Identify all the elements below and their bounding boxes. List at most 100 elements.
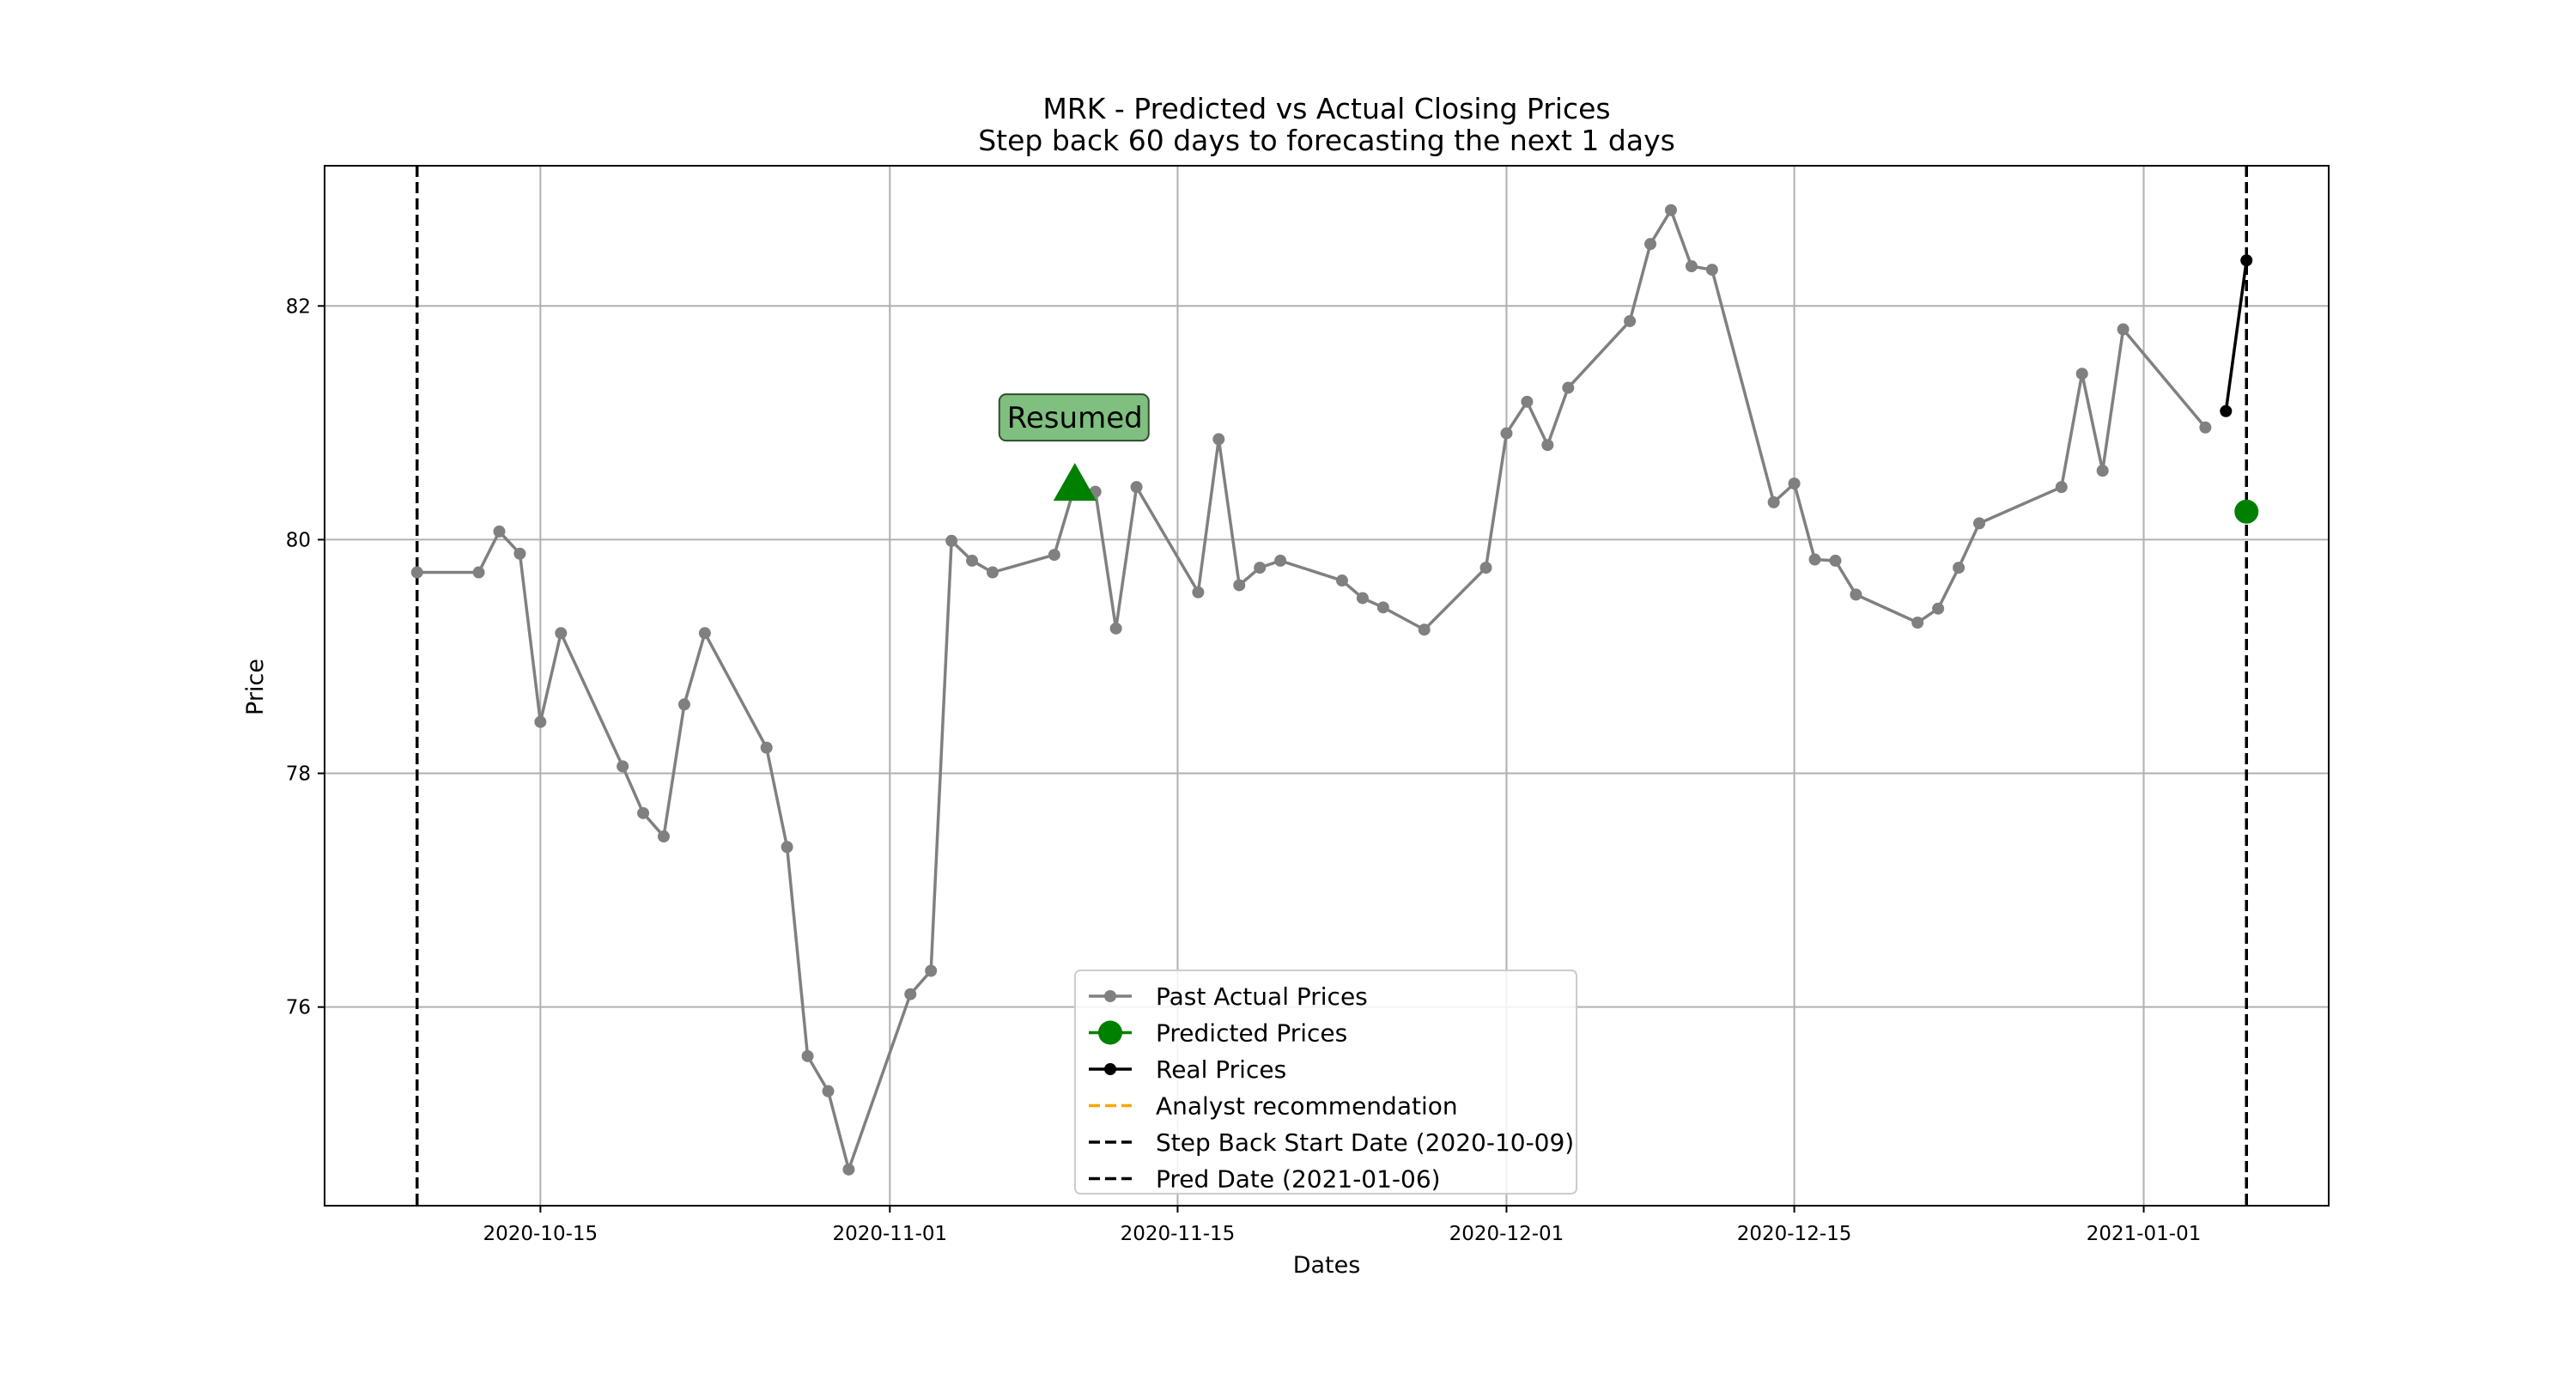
data-point — [1109, 622, 1122, 635]
chart-subtitle: Step back 60 days to forecasting the nex… — [978, 124, 1675, 157]
data-point — [987, 566, 999, 579]
data-point — [2220, 404, 2233, 417]
legend-label: Analyst recommendation — [1156, 1092, 1458, 1121]
y-tick-label: 78 — [286, 763, 311, 786]
data-point — [1664, 204, 1677, 216]
legend: Past Actual Prices Predicted Prices Real P… — [1074, 970, 1577, 1195]
data-point — [617, 760, 629, 773]
y-tick-label: 82 — [286, 295, 311, 318]
data-point — [1953, 562, 1965, 575]
data-point — [1233, 579, 1246, 592]
data-point — [822, 1085, 835, 1097]
annotation-triangle-marker — [1053, 463, 1097, 502]
data-point — [1048, 549, 1060, 562]
annotation-group: Resumed — [998, 393, 1150, 502]
data-point — [1254, 562, 1267, 575]
data-point — [1130, 481, 1143, 494]
data-point — [1705, 264, 1718, 277]
legend-entry: Predicted Prices — [1089, 1019, 1347, 1048]
data-point — [1335, 575, 1348, 587]
data-point — [945, 534, 958, 547]
data-point — [2055, 481, 2068, 494]
x-tick-label: 2020-12-01 — [1449, 1223, 1564, 1245]
data-point — [555, 627, 568, 640]
data-point — [1829, 554, 1842, 567]
legend-label: Step Back Start Date (2020-10-09) — [1156, 1128, 1574, 1157]
data-point — [1932, 602, 1945, 615]
data-point — [2199, 421, 2212, 434]
x-tick-label: 2020-11-01 — [832, 1223, 947, 1245]
data-point — [2234, 499, 2259, 524]
y-tick-label: 80 — [286, 529, 311, 551]
x-tick-label: 2020-12-15 — [1737, 1223, 1852, 1245]
data-point — [1212, 433, 1225, 446]
series — [2220, 254, 2253, 417]
data-point — [904, 988, 917, 1000]
data-point — [1685, 260, 1698, 273]
legend-entry: Real Prices — [1089, 1055, 1286, 1084]
data-point — [410, 566, 423, 579]
data-point — [1479, 562, 1492, 575]
series — [2234, 499, 2259, 524]
data-point — [534, 715, 547, 728]
legend-entry: Past Actual Prices — [1089, 982, 1368, 1011]
data-point — [1541, 439, 1554, 452]
data-point — [760, 741, 773, 754]
data-point — [1418, 623, 1431, 636]
data-point — [1644, 238, 1657, 251]
data-point — [1500, 427, 1513, 440]
data-point — [1192, 586, 1205, 599]
data-point — [1788, 477, 1801, 490]
data-point — [657, 830, 670, 843]
x-axis-label: Dates — [1293, 1252, 1361, 1279]
series-group — [410, 204, 2259, 1176]
data-point — [1274, 554, 1287, 567]
data-point — [1767, 495, 1780, 508]
annotation-label: Resumed — [1007, 401, 1143, 435]
x-tick-label: 2020-10-15 — [483, 1223, 598, 1245]
data-point — [1973, 517, 1986, 530]
data-point — [472, 566, 485, 579]
legend-entry: Pred Date (2021-01-06) — [1089, 1165, 1441, 1194]
legend-marker — [1104, 1063, 1116, 1075]
series — [410, 204, 2212, 1176]
grid — [325, 166, 2329, 1206]
legend-label: Real Prices — [1156, 1055, 1286, 1084]
data-point — [842, 1163, 855, 1176]
data-point — [513, 547, 526, 560]
data-point — [801, 1049, 814, 1062]
data-point — [1562, 381, 1575, 394]
vertical-lines — [415, 166, 2248, 1206]
data-point — [1624, 314, 1637, 327]
x-tick-label: 2021-01-01 — [2087, 1223, 2202, 1245]
data-point — [1808, 553, 1821, 566]
legend-box — [1074, 970, 1577, 1195]
data-point — [2096, 465, 2109, 477]
legend-entry: Step Back Start Date (2020-10-09) — [1089, 1128, 1574, 1157]
legend-marker — [1104, 990, 1116, 1002]
legend-marker — [1098, 1020, 1122, 1045]
data-point — [2075, 368, 2088, 380]
plot-area-frame — [324, 165, 2330, 1207]
data-point — [2240, 254, 2253, 267]
axis-ticks: 2020-10-15 2020-11-01 2020-11-15 2020-12-01… — [286, 295, 2202, 1245]
data-point — [1376, 601, 1389, 614]
data-point — [637, 806, 650, 819]
y-tick-label: 76 — [286, 997, 311, 1019]
data-point — [1911, 617, 1924, 629]
legend-label: Pred Date (2021-01-06) — [1156, 1165, 1441, 1194]
series-line — [2224, 259, 2248, 411]
data-point — [1850, 588, 1862, 601]
data-point — [2117, 323, 2129, 336]
data-point — [677, 698, 690, 711]
data-point — [1521, 395, 1534, 408]
data-point — [925, 964, 938, 977]
data-point — [781, 841, 793, 854]
legend-label: Predicted Prices — [1156, 1019, 1347, 1048]
data-point — [698, 627, 711, 640]
annotation-box — [998, 393, 1150, 442]
data-point — [1356, 592, 1369, 605]
chart-title: MRK - Predicted vs Actual Closing Prices — [1042, 92, 1610, 125]
x-tick-label: 2020-11-15 — [1121, 1223, 1236, 1245]
